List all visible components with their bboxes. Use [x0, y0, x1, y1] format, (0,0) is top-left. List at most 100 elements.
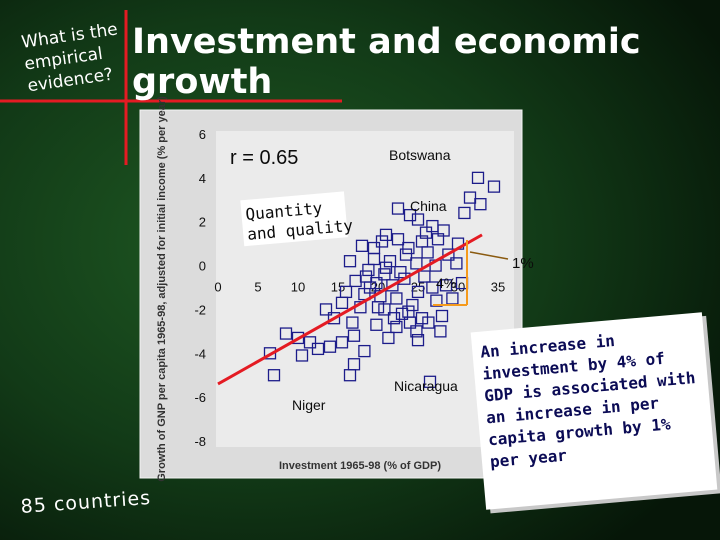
data-point: [406, 298, 419, 312]
data-point: [411, 213, 425, 226]
data-point: [399, 248, 413, 261]
callout-text: An increase in investment by 4% of GDP i…: [479, 330, 697, 472]
annotation-quantity-quality-text: Quantityand quality: [245, 196, 354, 244]
data-point: [398, 272, 411, 285]
annotation-botswana: Botswana: [389, 147, 451, 163]
data-point: [355, 239, 369, 252]
data-point: [358, 344, 371, 358]
annotation-quantity-quality: Quantityand quality: [240, 191, 354, 247]
data-point: [411, 333, 425, 347]
data-point: [390, 320, 403, 334]
data-point: [391, 233, 405, 246]
data-point: [431, 233, 445, 246]
data-point: [311, 342, 325, 356]
x-axis-label: Investment 1965-98 (% of GDP): [279, 460, 441, 472]
data-point: [291, 331, 305, 345]
data-point: [347, 329, 361, 342]
data-point: [378, 303, 391, 316]
x-tick-label: 5: [254, 280, 261, 295]
x-tick-label: 35: [491, 280, 505, 295]
data-point: [430, 294, 443, 307]
data-point: [418, 270, 431, 283]
data-point: [343, 255, 357, 268]
slope-marker: [433, 240, 509, 306]
trend-line-group: [217, 233, 483, 386]
data-point: [383, 255, 397, 268]
data-point: [435, 309, 449, 323]
one-percent-pointer: [469, 251, 509, 260]
data-point: [303, 336, 317, 349]
data-point: [323, 340, 337, 353]
data-point: [446, 292, 459, 305]
slide-title: Investment and economic growth: [132, 22, 641, 102]
data-point: [391, 202, 405, 215]
data-point: [422, 316, 435, 329]
data-point: [346, 316, 359, 329]
data-point: [319, 303, 333, 316]
data-points: [263, 171, 501, 388]
data-point: [378, 268, 391, 281]
data-point: [410, 257, 423, 270]
data-point: [386, 279, 399, 292]
data-point: [382, 331, 395, 345]
data-point: [403, 316, 417, 329]
data-point: [471, 171, 485, 185]
data-point: [426, 281, 439, 294]
data-point: [370, 318, 383, 331]
x-tick-label: 15: [331, 280, 345, 295]
data-point: [335, 336, 349, 349]
data-point: [395, 307, 409, 320]
annotation-four-percent: 4%: [436, 275, 456, 291]
data-point: [402, 241, 415, 255]
data-point: [347, 358, 361, 371]
data-point: [375, 235, 389, 248]
data-point: [339, 285, 353, 299]
annotation-nicaragua: Nicaragua: [394, 378, 458, 394]
x-tick-label: 10: [291, 280, 305, 295]
data-point: [394, 265, 407, 279]
data-point: [463, 191, 477, 204]
data-point: [419, 226, 433, 239]
data-point: [434, 325, 447, 338]
data-point: [379, 228, 393, 242]
data-point: [387, 312, 401, 325]
data-point: [359, 270, 373, 283]
annotation-r-value: r = 0.65: [230, 147, 298, 169]
data-point: [279, 327, 293, 340]
data-point: [371, 301, 385, 314]
data-point: [295, 349, 309, 362]
data-point: [411, 285, 425, 299]
data-point: [327, 312, 341, 325]
y-tick-label: 4: [199, 171, 206, 186]
x-tick-label: 30: [451, 280, 465, 295]
data-point: [450, 257, 463, 270]
y-tick-label: -6: [194, 390, 206, 405]
data-point: [267, 369, 281, 382]
data-point: [439, 279, 453, 292]
data-point: [410, 325, 423, 338]
x-tick-label: 0: [214, 280, 221, 295]
y-axis-label: Growth of GNP per capita 1965-98, adjust…: [156, 96, 168, 482]
annotation-china: China: [410, 198, 447, 214]
y-tick-label: -8: [194, 434, 206, 449]
data-point: [487, 180, 501, 193]
callout-note: An increase in investment by 4% of GDP i…: [470, 312, 718, 510]
y-tick-label: 2: [199, 215, 206, 230]
annotation-one-percent: 1%: [512, 255, 534, 272]
data-point: [415, 312, 429, 325]
data-point: [263, 347, 277, 360]
y-tick-label: 6: [199, 127, 206, 142]
data-point: [362, 263, 375, 277]
trend-line: [217, 233, 483, 386]
data-point: [458, 206, 471, 220]
y-tick-label: -4: [194, 346, 206, 361]
data-point: [421, 246, 434, 259]
data-point: [379, 261, 393, 274]
annotation-niger: Niger: [292, 397, 326, 413]
data-point: [423, 375, 437, 388]
data-point: [403, 208, 417, 222]
data-point: [370, 276, 383, 290]
y-tick-label: 0: [199, 259, 206, 274]
y-tick-label: -2: [194, 302, 206, 317]
